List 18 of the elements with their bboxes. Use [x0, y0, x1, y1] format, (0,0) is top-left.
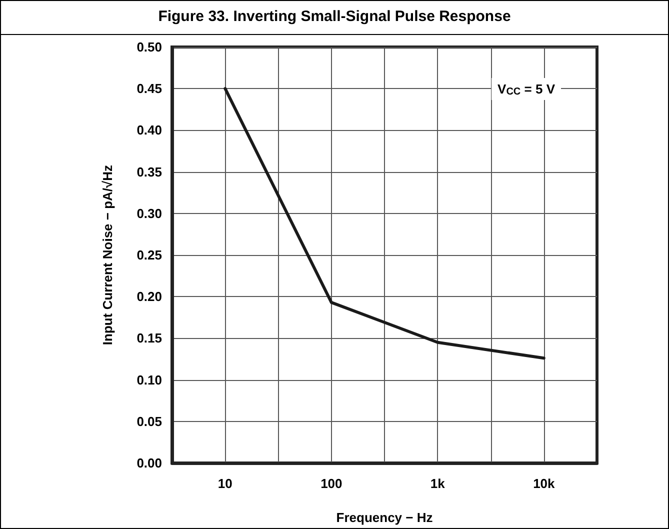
x-tick-label: 10k — [533, 476, 556, 491]
y-tick-label: 0.20 — [136, 289, 162, 304]
x-tick-label: 100 — [320, 476, 342, 491]
y-tick-label: 0.50 — [136, 40, 162, 54]
y-tick-label: 0.10 — [136, 372, 162, 388]
x-tick-label: 1k — [430, 476, 446, 491]
y-tick-label: 0.05 — [136, 414, 162, 429]
x-tick-label: 10 — [218, 476, 232, 491]
y-axis-title: Input Current Noise − pA/√Hz — [100, 164, 115, 346]
chart-title: Figure 33. Inverting Small-Signal Pulse Response — [0, 0, 669, 35]
y-tick-label: 0.45 — [136, 81, 162, 96]
x-axis-title: Frequency − Hz — [336, 510, 434, 525]
y-tick-label: 0.40 — [136, 122, 162, 138]
y-tick-label: 0.25 — [136, 248, 162, 262]
y-tick-label: 0.30 — [136, 206, 162, 221]
y-tick-label: 0.00 — [136, 456, 162, 470]
y-tick-label: 0.35 — [136, 164, 162, 180]
y-tick-label: 0.15 — [136, 330, 162, 346]
